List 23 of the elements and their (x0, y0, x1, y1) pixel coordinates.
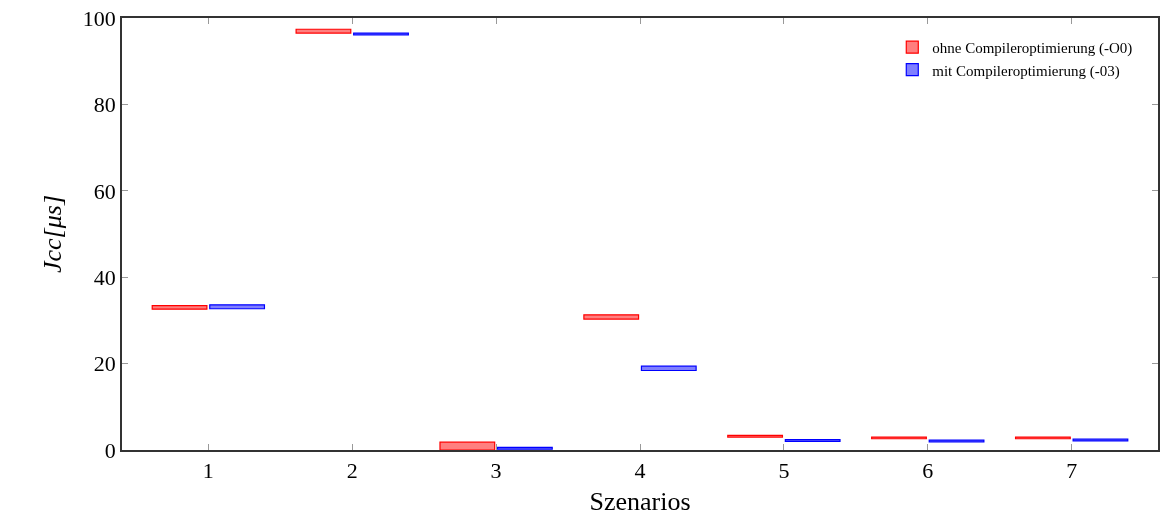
y-tick-label: 40 (93, 264, 116, 290)
legend-label: ohne Compileroptimierung (-O0) (932, 40, 1133, 58)
bar (439, 441, 496, 450)
x-tick-label: 1 (202, 458, 214, 484)
x-tick-label: 7 (1066, 458, 1078, 484)
x-tick-label: 4 (634, 458, 646, 484)
y-tick-label: 80 (93, 92, 116, 118)
x-axis-title: Szenarios (589, 487, 691, 517)
y-tick-label: 0 (104, 437, 116, 463)
y-tick-label: 20 (93, 351, 116, 377)
bar (295, 28, 352, 34)
bar (151, 305, 208, 310)
y-axis-title: Jcc[μs] (37, 194, 67, 274)
y-tick-label: 60 (93, 178, 116, 204)
x-tick-label: 3 (490, 458, 502, 484)
bar (640, 365, 697, 372)
bar (583, 314, 640, 320)
legend-label: mit Compileroptimierung (-03) (932, 62, 1120, 80)
x-tick-label: 6 (922, 458, 934, 484)
x-tick-label: 5 (778, 458, 790, 484)
y-tick-label: 100 (82, 5, 116, 31)
x-tick-label: 2 (346, 458, 358, 484)
bar (209, 304, 266, 310)
